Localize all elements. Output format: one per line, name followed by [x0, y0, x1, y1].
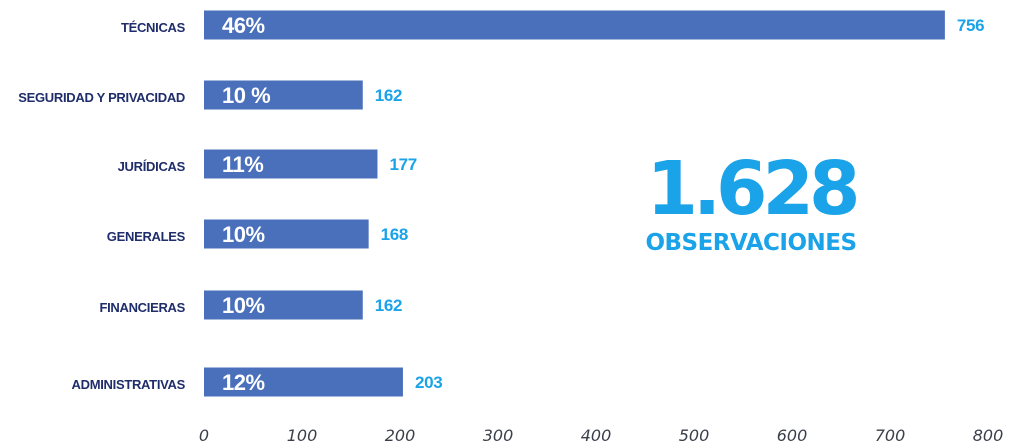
category-label: FINANCIERAS — [99, 300, 185, 315]
total-observations-number: 1.628 — [646, 146, 860, 232]
x-tick-label: 400 — [581, 426, 612, 445]
bar — [204, 10, 945, 40]
value-label: 162 — [375, 296, 402, 315]
value-label: 168 — [381, 225, 408, 244]
category-label: SEGURIDAD Y PRIVACIDAD — [18, 90, 185, 105]
value-label: 177 — [389, 155, 416, 174]
x-tick-label: 300 — [483, 426, 514, 445]
category-label: ADMINISTRATIVAS — [72, 377, 186, 392]
bar — [204, 149, 378, 179]
x-tick-label: 600 — [777, 426, 808, 445]
value-label: 162 — [375, 86, 402, 105]
total-observations-caption: OBSERVACIONES — [645, 230, 857, 256]
bar — [204, 219, 369, 249]
x-tick-label: 500 — [679, 426, 710, 445]
bar — [204, 367, 403, 397]
x-tick-label: 200 — [385, 426, 416, 445]
percent-label: 10% — [222, 293, 265, 318]
x-tick-label: 0 — [199, 426, 209, 445]
bar — [204, 290, 363, 320]
bar — [204, 80, 363, 110]
category-label: GENERALES — [107, 229, 186, 244]
x-tick-label: 100 — [287, 426, 318, 445]
percent-label: 12% — [222, 370, 265, 395]
value-label: 203 — [415, 373, 442, 392]
x-tick-label: 800 — [973, 426, 1004, 445]
value-label: 756 — [957, 16, 984, 35]
x-tick-label: 700 — [875, 426, 906, 445]
percent-label: 46% — [222, 13, 265, 38]
percent-label: 11% — [222, 152, 263, 177]
category-label: TÉCNICAS — [121, 20, 186, 35]
category-label: JURÍDICAS — [118, 159, 186, 174]
percent-label: 10% — [222, 222, 265, 247]
percent-label: 10 % — [222, 83, 270, 108]
